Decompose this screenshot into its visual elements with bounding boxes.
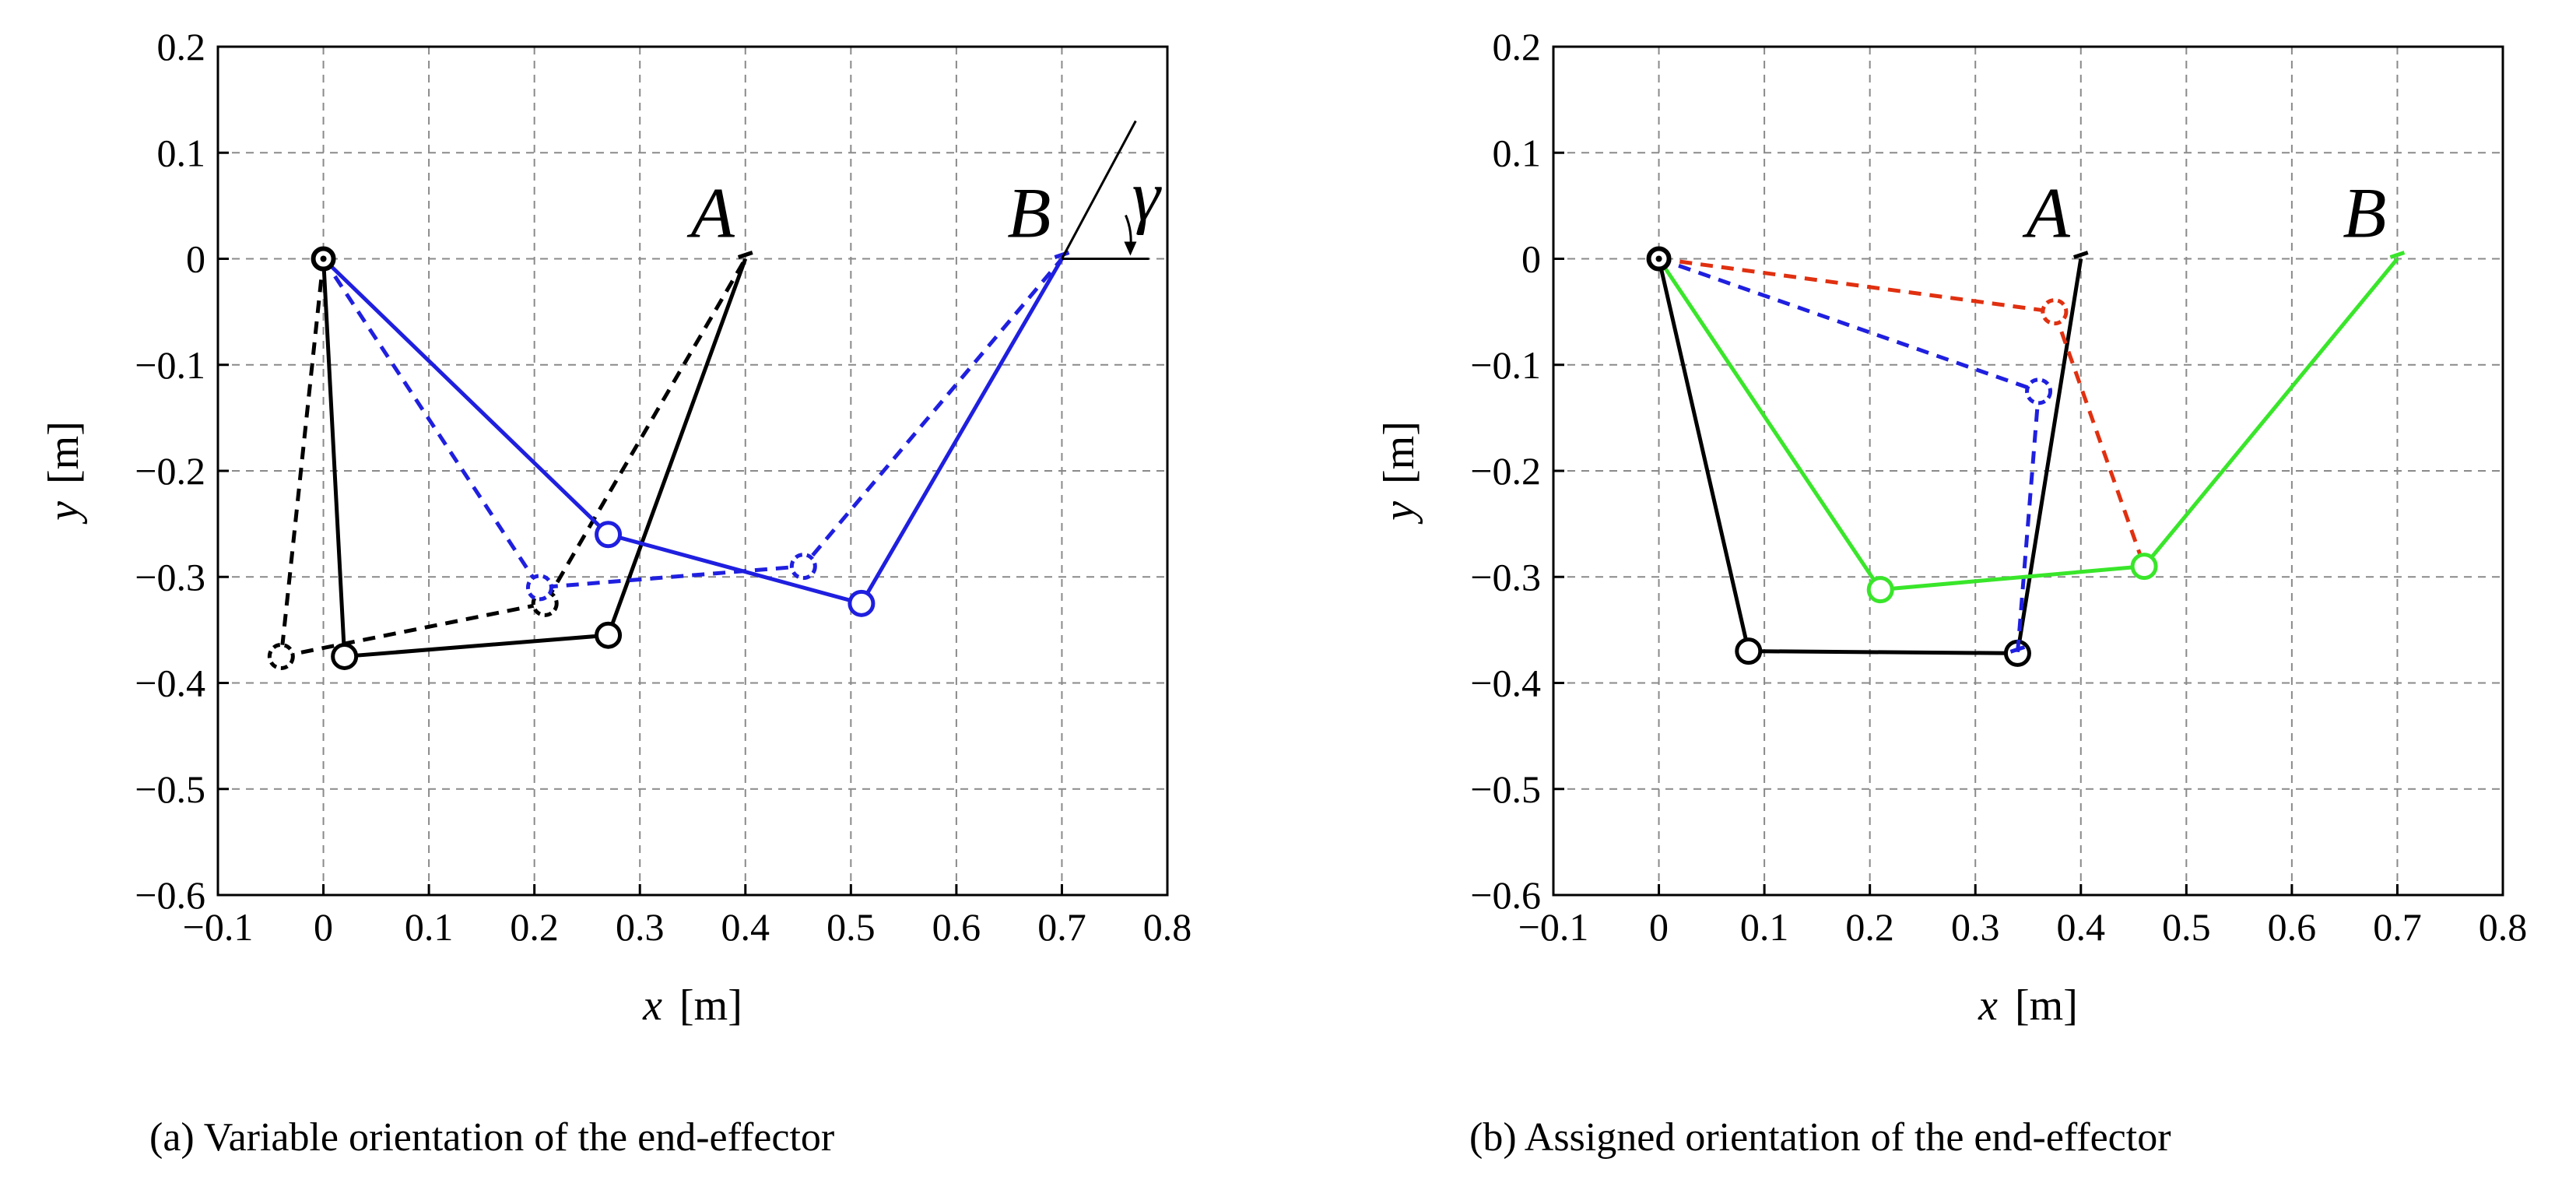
panel-a-x-tick-label: 0.3 <box>616 905 665 949</box>
panel-b-end-effector-green-solid <box>2389 251 2406 259</box>
panel-b-x-tick-label: 0.5 <box>2162 905 2211 949</box>
panel-b-y-tick-label: −0.6 <box>1470 873 1541 917</box>
panel-b-base-pivot-center <box>1655 255 1662 262</box>
panel-a-base-pivot-center <box>320 255 327 262</box>
panel-b-x-tick-label: 0.3 <box>1951 905 2000 949</box>
panel-b-joint-blue-dashed <box>2025 377 2053 405</box>
panel-a-series-blue-solid <box>321 257 1064 606</box>
caption-b: (b) Assigned orientation of the end-effe… <box>1469 1115 2171 1160</box>
panel-b-y-tick-label: −0.3 <box>1470 555 1541 599</box>
caption-a: (a) Variable orientation of the end-effe… <box>149 1115 835 1160</box>
panel-b-joint-green-solid <box>1866 576 1894 604</box>
panel-b-joint-black-solid <box>1735 637 1763 665</box>
panel-a-y-tick-label: −0.5 <box>135 767 205 811</box>
panel-a-series-black-solid <box>321 258 748 658</box>
panel-a-joint-black-solid <box>595 621 623 649</box>
panel-a-joint-blue-dashed <box>789 553 817 581</box>
panel-a-y-tick-label: −0.4 <box>135 662 205 705</box>
panel-a-joint-blue-solid <box>595 521 623 549</box>
panel-a-y-tick-label: 0.1 <box>157 131 206 174</box>
chart-panel-b: −0.1 0 0.1 0.2 0.3 0.4 0.5 0.6 0.7 0.8 −0.6 −0.5 −0.… <box>1375 25 2527 1030</box>
panel-b-x-tick-label: 0.4 <box>2057 905 2106 949</box>
panel-b-y-tick-label: −0.4 <box>1470 662 1541 705</box>
panel-b-x-tick-label: 0.6 <box>2268 905 2317 949</box>
panel-b-y-tick-label: −0.2 <box>1470 449 1541 493</box>
panel-a-end-effector-black-solid <box>737 251 753 259</box>
panel-a-joint-blue-solid <box>848 589 876 617</box>
panel-a-angle-label-gamma: γ <box>1132 156 1162 236</box>
panel-b-end-effector-black-solid <box>2072 251 2089 259</box>
panel-b-y-tick-label: 0.2 <box>1493 25 1542 68</box>
panel-a-y-tick-label: −0.1 <box>135 343 205 387</box>
panel-a-y-tick-label: −0.2 <box>135 449 205 493</box>
panel-b-x-tick-label: 0.8 <box>2479 905 2528 949</box>
panel-a-x-tick-label: 0 <box>314 905 333 949</box>
panel-b-x-axis-label: x [m] <box>1978 981 2078 1030</box>
panel-a-y-tick-label: 0 <box>186 237 205 281</box>
panel-a-point-label-a: A <box>686 174 735 253</box>
panel-a-series-blue-dashed <box>321 257 1064 590</box>
panel-a-y-axis-label: y[m] <box>40 421 88 525</box>
panel-b-y-axis-label: y[m] <box>1375 421 1423 525</box>
panel-b-joint-green-solid <box>2130 553 2158 581</box>
panel-a-end-effector-blue-solid <box>1054 251 1070 259</box>
panel-b-y-tick-label: 0.1 <box>1493 131 1542 174</box>
panel-a-x-tick-label: 0.6 <box>932 905 981 949</box>
chart-panel-a: −0.1 0 0.1 0.2 0.3 0.4 0.5 0.6 0.7 0.8 −0.6 −0.5 −0.… <box>40 25 1191 1030</box>
panel-a-x-tick-label: 0.7 <box>1037 905 1086 949</box>
panel-b-series-red-dashed <box>1658 257 2146 567</box>
panel-b-series-black-solid <box>1657 258 2083 655</box>
panel-a-joint-blue-dashed <box>525 574 553 602</box>
panel-a-x-tick-label: −0.1 <box>183 905 254 949</box>
panel-b-series-green-solid <box>1657 257 2399 592</box>
panel-b-x-tick-label: 0.1 <box>1740 905 1789 949</box>
panel-a-x-tick-label: 0.1 <box>405 905 454 949</box>
panel-b-joint-red-dashed <box>2041 298 2069 326</box>
panel-a-x-tick-label: 0.2 <box>510 905 559 949</box>
panel-a-x-axis-label: x [m] <box>642 981 742 1030</box>
panel-b-x-tick-label: −0.1 <box>1518 905 1589 949</box>
panel-a-joint-black-dashed <box>267 642 295 670</box>
panel-b-point-label-b: B <box>2343 174 2386 253</box>
panel-b-y-tick-label: −0.5 <box>1470 767 1541 811</box>
panel-a-y-tick-label: −0.6 <box>135 873 205 917</box>
panel-b-point-label-a: A <box>2022 174 2071 253</box>
panel-a-angle-arrowhead <box>1124 241 1137 256</box>
panel-a-angle-orientation-line <box>1061 120 1137 260</box>
panel-a-x-tick-label: 0.4 <box>721 905 770 949</box>
panel-b-x-tick-label: 0 <box>1649 905 1669 949</box>
panel-a-x-tick-label: 0.8 <box>1143 905 1192 949</box>
panel-b-x-tick-label: 0.2 <box>1845 905 1894 949</box>
panel-b-series-blue-dashed <box>1658 257 2041 654</box>
panel-a-series-black-dashed <box>279 258 747 658</box>
panel-a-point-label-b: B <box>1007 174 1051 253</box>
panel-b-end-effector-blue-dashed <box>2009 644 2026 654</box>
panel-b-y-tick-label: −0.1 <box>1470 343 1541 387</box>
panel-a-joint-black-solid <box>331 642 359 670</box>
panel-b-y-tick-label: 0 <box>1521 237 1541 281</box>
panel-a-y-tick-label: −0.3 <box>135 555 205 599</box>
panel-b-x-tick-label: 0.7 <box>2373 905 2422 949</box>
panel-a-x-tick-label: 0.5 <box>826 905 876 949</box>
panel-a-y-tick-label: 0.2 <box>157 25 206 68</box>
